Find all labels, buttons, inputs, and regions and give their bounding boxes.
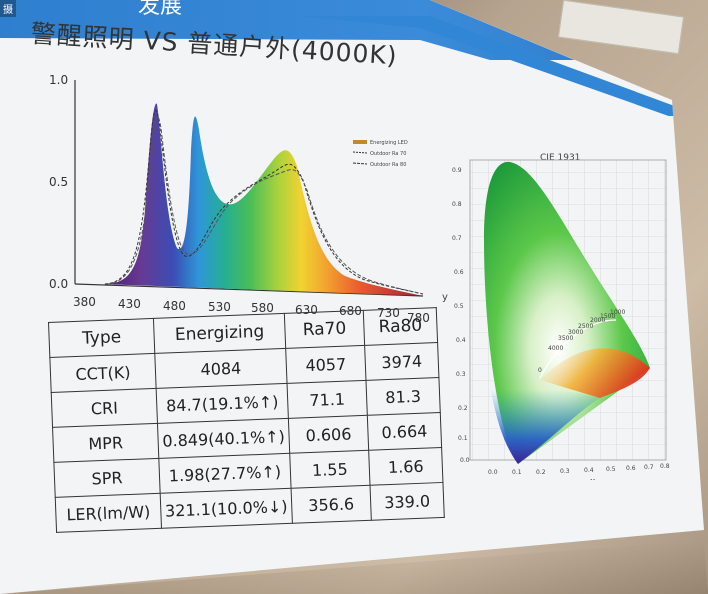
table-cell: 1.66	[368, 447, 443, 486]
spectrum-x-ticks: 380 430 480 530 580 630 680 730 780	[73, 295, 430, 325]
locus-label: 3000	[568, 329, 583, 336]
locus-label: 2500	[578, 323, 593, 330]
x-tick: 430	[118, 297, 141, 311]
x-tick: 0.2	[536, 469, 546, 476]
x-tick: 0.0	[488, 469, 498, 476]
legend-label: Outdoor Ra 70	[370, 151, 406, 157]
y-tick: 0.5	[49, 175, 68, 189]
locus-label: 3500	[558, 335, 573, 342]
energizing-spectrum-area	[103, 103, 423, 297]
table-cell: 3974	[364, 342, 439, 381]
x-tick: 730	[377, 306, 400, 320]
y-tick: 0.4	[456, 337, 466, 344]
y-tick: 0.7	[452, 235, 462, 242]
cie-x-ticks: 0.0 0.1 0.2 0.3 0.4 0.5 0.6 0.7 0.8 x	[488, 463, 670, 480]
legend-swatch-ra70	[352, 151, 368, 154]
locus-label: 2000	[590, 317, 605, 324]
y-tick: 0.9	[452, 167, 462, 174]
table-cell: 321.1(10.0%↓)	[160, 488, 293, 529]
table-cell: 356.6	[291, 485, 372, 524]
cie-red-region	[540, 348, 650, 398]
table-cell: 0.606	[288, 415, 369, 454]
x-tick: 0.4	[584, 467, 594, 474]
legend-swatch-energizing	[353, 140, 367, 144]
table-header-cell: Ra70	[284, 310, 365, 349]
cie-title: CIE 1931	[540, 153, 580, 163]
table-cell: 71.1	[287, 380, 368, 419]
comparison-table: Type Energizing Ra70 Ra80 CCT(K) 4084 40…	[48, 307, 445, 533]
locus-label: 1500	[600, 313, 615, 320]
planckian-locus	[539, 319, 617, 379]
table-cell: 4057	[285, 345, 366, 384]
comparison-table-wrapper: Type Energizing Ra70 Ra80 CCT(K) 4084 40…	[48, 307, 445, 533]
legend-swatch-ra80	[352, 162, 368, 165]
y-tick: 0.0	[49, 277, 68, 291]
x-tick: 580	[251, 301, 274, 315]
table-header-cell: Ra80	[363, 307, 438, 346]
cie-ylabel: y	[442, 292, 448, 303]
y-tick: 0.5	[454, 303, 464, 310]
y-tick: 0.0	[460, 457, 470, 464]
table-cell: 84.7(19.1%↑)	[156, 383, 289, 424]
x-tick: 780	[407, 311, 430, 325]
locus-label: 1000	[610, 309, 625, 316]
table-cell: MPR	[52, 423, 159, 463]
table-header-cell: Type	[48, 318, 155, 358]
y-tick: 0.1	[458, 435, 468, 442]
table-cell: 339.0	[370, 482, 445, 521]
slide-title-partial: 发展	[138, 0, 183, 19]
table-header-cell: Energizing	[153, 313, 286, 354]
x-tick: 680	[339, 304, 362, 318]
cie-blue-region	[484, 340, 600, 464]
table-cell: 4084	[154, 348, 288, 389]
y-tick: 0.8	[452, 201, 462, 208]
table-cell: LER(lm/W)	[55, 493, 162, 533]
x-tick: 0.6	[626, 465, 636, 472]
x-tick: 0.5	[606, 466, 616, 473]
table-cell: 1.98(27.7%↑)	[158, 453, 292, 494]
x-tick: 480	[163, 299, 186, 313]
legend-label: Energizing LED	[370, 140, 408, 146]
table-cell: CCT(K)	[49, 353, 157, 393]
cie-1931-chart: CIE 1931 0 4000 3500 3000 2500 2000 1500…	[442, 153, 670, 480]
x-tick: 0.1	[512, 469, 522, 476]
spectrum-legend: Energizing LED Outdoor Ra 70 Outdoor Ra …	[352, 140, 408, 168]
x-tick: 630	[295, 303, 318, 317]
y-tick: 0.3	[456, 371, 466, 378]
locus-label: 4000	[548, 345, 563, 352]
x-tick: 0.7	[644, 464, 654, 471]
table-cell: CRI	[51, 388, 158, 428]
ra70-curve	[104, 109, 424, 295]
cie-y-ticks: 0.9 0.8 0.7 0.6 0.5 0.4 0.3 0.2 0.1 0.0 …	[442, 167, 470, 464]
table-cell: 0.849(40.1%↑)	[157, 418, 290, 459]
x-tick: 530	[208, 300, 231, 314]
cie-xlabel: x	[590, 477, 596, 480]
x-tick: 0.8	[660, 463, 670, 470]
table-cell: 1.55	[289, 450, 371, 489]
x-tick: 0.3	[560, 468, 570, 475]
corner-badge: 摄	[0, 0, 16, 17]
y-tick: 1.0	[49, 73, 68, 87]
locus-label: 0	[538, 367, 542, 374]
x-axis	[74, 283, 424, 297]
table-cell: SPR	[53, 458, 161, 498]
y-tick: 0.6	[454, 269, 464, 276]
spectrum-chart: 1.0 0.5 0.0 380 430 480 530 580 630 680 …	[49, 73, 430, 325]
table-cell: 81.3	[365, 377, 441, 416]
y-tick: 0.2	[458, 405, 468, 412]
table-cell: 0.664	[367, 412, 442, 451]
x-tick: 380	[73, 295, 96, 309]
locus-labels: 0 4000 3500 3000 2500 2000 1500 1000	[538, 309, 625, 374]
legend-label: Outdoor Ra 80	[370, 162, 406, 168]
